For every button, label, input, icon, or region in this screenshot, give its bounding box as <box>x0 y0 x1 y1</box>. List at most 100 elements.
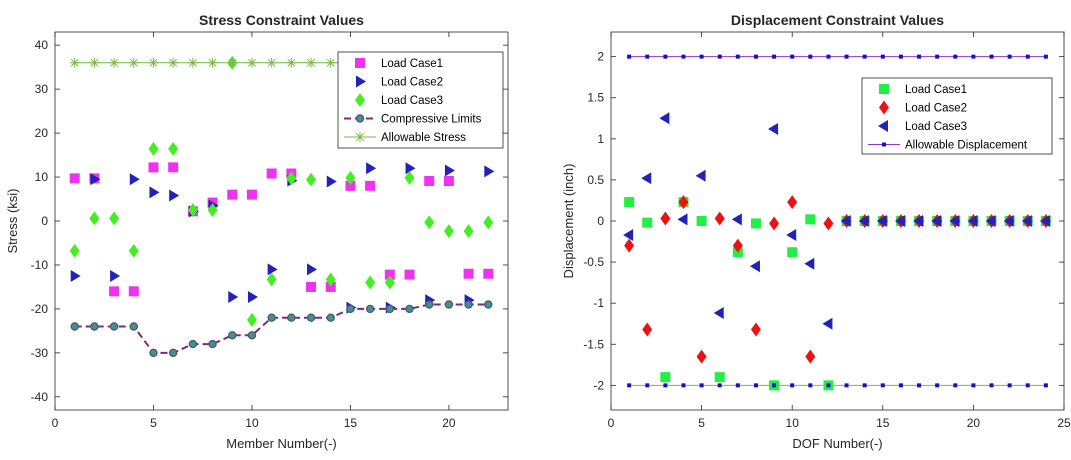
data-point <box>695 169 706 182</box>
data-point <box>405 162 416 175</box>
data-point <box>228 331 237 340</box>
data-point <box>69 243 80 258</box>
data-point <box>898 54 903 59</box>
y-tick-label: 40 <box>35 38 49 52</box>
data-point <box>70 322 79 331</box>
data-point <box>109 57 120 68</box>
data-point <box>642 322 653 337</box>
data-point <box>663 54 668 59</box>
data-point <box>345 170 356 185</box>
data-point <box>823 216 834 231</box>
data-point <box>790 54 795 59</box>
data-point <box>425 300 434 309</box>
data-point <box>1021 215 1032 227</box>
data-point <box>424 215 435 230</box>
data-point <box>880 54 885 59</box>
data-point <box>713 307 724 320</box>
data-point <box>365 304 375 314</box>
data-point <box>663 383 668 388</box>
data-point <box>735 383 740 388</box>
data-point <box>365 275 376 290</box>
displacement-chart: 0 5 10 15 20 25 -2 -1.5 -1 -0.5 0 0.5 1 1.5 2 Displacem… <box>561 12 1071 451</box>
data-point <box>787 247 798 258</box>
y-tick-label: 0.5 <box>587 173 604 187</box>
data-point <box>971 383 976 388</box>
data-point <box>266 272 277 287</box>
legend-marker <box>878 120 888 132</box>
y-tick-label: -2 <box>593 378 604 392</box>
data-point <box>149 348 158 358</box>
legend-marker <box>356 75 366 88</box>
data-point <box>642 217 653 228</box>
y-tick-label: -1 <box>593 296 604 310</box>
data-point <box>808 383 813 388</box>
data-point <box>805 349 816 364</box>
y-tick-label: 1 <box>597 132 604 146</box>
x-tick-label: 10 <box>786 416 800 430</box>
data-point <box>404 170 415 185</box>
data-point <box>735 54 740 59</box>
data-point <box>989 54 994 59</box>
data-point <box>876 215 887 227</box>
data-point <box>385 304 395 314</box>
data-point <box>985 215 996 227</box>
y-axis-label: Displacement (inch) <box>561 164 576 279</box>
data-point <box>405 304 414 314</box>
data-point <box>1043 54 1048 59</box>
y-tick-label: 0 <box>597 214 604 228</box>
data-point <box>228 291 239 304</box>
data-point <box>346 304 355 314</box>
data-point <box>129 173 140 186</box>
data-point <box>826 54 831 59</box>
data-point <box>246 189 257 200</box>
data-point <box>659 112 670 125</box>
legend-marker <box>879 100 889 115</box>
data-point <box>790 383 795 388</box>
data-point <box>750 218 761 229</box>
data-point <box>366 162 377 175</box>
data-point <box>768 122 779 135</box>
data-point <box>898 383 903 388</box>
data-point <box>1025 54 1030 59</box>
legend-box <box>861 77 1053 155</box>
data-point <box>714 211 725 226</box>
data-point <box>90 173 101 186</box>
y-tick-label: 20 <box>35 126 49 140</box>
data-point <box>623 228 634 241</box>
y-tick-label: -0.5 <box>583 255 604 269</box>
data-point <box>971 54 976 59</box>
data-point <box>187 203 198 218</box>
data-point <box>844 383 849 388</box>
data-point <box>227 189 238 200</box>
data-point <box>286 171 297 186</box>
data-point <box>1007 54 1012 59</box>
data-point <box>624 197 635 208</box>
data-point <box>443 224 454 239</box>
legend-marker <box>355 58 365 68</box>
data-point <box>484 300 493 309</box>
data-point <box>286 57 297 68</box>
data-point <box>753 54 758 59</box>
data-point <box>306 281 317 292</box>
data-point <box>246 57 257 68</box>
data-point <box>769 216 780 231</box>
legend-marker <box>355 93 365 107</box>
data-point <box>69 173 80 184</box>
data-point <box>110 269 121 282</box>
data-point <box>69 57 80 68</box>
data-point <box>660 372 671 383</box>
legend-marker <box>879 84 889 94</box>
data-point <box>148 141 159 156</box>
data-point <box>128 57 139 68</box>
legend: Load Case1 Load Case2 Load Case3 Compressiv… <box>337 51 504 149</box>
legend-label: Load Case3 <box>905 121 967 133</box>
data-point <box>267 263 278 276</box>
y-tick-label: -20 <box>31 302 49 316</box>
data-point <box>483 215 494 230</box>
data-point <box>169 189 180 202</box>
data-point <box>804 257 815 270</box>
data-point <box>326 175 337 188</box>
data-point <box>660 211 671 226</box>
data-point <box>1003 215 1014 227</box>
data-point <box>168 348 178 358</box>
